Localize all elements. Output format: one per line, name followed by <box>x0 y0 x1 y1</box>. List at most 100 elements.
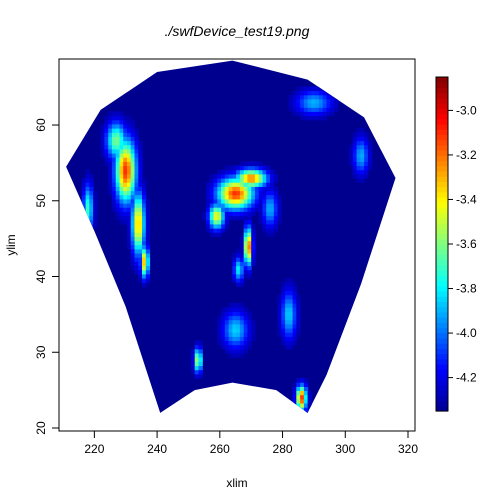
heatmap-cell <box>232 215 237 221</box>
heatmap-cell <box>142 215 147 221</box>
heatmap-cell <box>292 286 297 292</box>
heatmap-cell <box>228 344 233 350</box>
heatmap-cell <box>108 157 113 162</box>
heatmap-cell <box>209 219 215 225</box>
heatmap-cell <box>228 178 233 183</box>
heatmap-cell <box>194 340 199 346</box>
heatmap-cell <box>311 115 316 121</box>
heatmap-cell <box>239 328 245 333</box>
heatmap-cell <box>85 219 90 225</box>
heatmap-cell <box>134 257 139 262</box>
heatmap-cell <box>221 307 226 312</box>
heatmap-cell <box>296 98 301 104</box>
heatmap-cell <box>296 323 301 329</box>
heatmap-cell <box>89 190 94 196</box>
colorbar-swatch <box>436 290 448 297</box>
heatmap-cell <box>228 307 233 312</box>
heatmap-cell <box>206 215 211 221</box>
heatmap-cell <box>115 169 120 175</box>
heatmap-cell <box>352 153 358 158</box>
heatmap-cell <box>194 353 199 358</box>
heatmap-cell <box>81 198 87 204</box>
heatmap-cell <box>224 315 230 321</box>
heatmap-cell <box>243 211 248 217</box>
heatmap-cell <box>254 178 260 183</box>
heatmap-cell <box>224 344 230 350</box>
heatmap-cell <box>307 115 312 121</box>
heatmap-cell <box>360 169 365 175</box>
heatmap-cell <box>119 190 124 196</box>
heatmap-cell <box>296 386 301 391</box>
heatmap-cell <box>239 215 245 221</box>
heatmap-cell <box>303 382 309 387</box>
heatmap-cell <box>356 165 361 171</box>
heatmap-cell <box>247 236 252 242</box>
heatmap-cell <box>142 282 147 287</box>
heatmap-cell <box>251 190 256 196</box>
colorbar-swatch <box>436 108 448 115</box>
heatmap-cell <box>217 169 222 175</box>
heatmap-cell <box>243 165 248 171</box>
heatmap-cell <box>127 123 132 129</box>
heatmap-cell <box>251 328 256 333</box>
heatmap-cell <box>81 228 87 233</box>
heatmap-cells <box>66 60 396 413</box>
heatmap-cell <box>288 298 294 304</box>
heatmap-cell <box>296 103 301 108</box>
heatmap-cell <box>232 328 237 333</box>
heatmap-cell <box>228 340 233 346</box>
heatmap-cell <box>209 203 215 208</box>
heatmap-cell <box>254 207 260 212</box>
heatmap-cell <box>356 153 361 158</box>
heatmap-cell <box>209 215 215 221</box>
heatmap-cell <box>311 98 316 104</box>
colorbar-swatch <box>436 317 448 323</box>
heatmap-cell <box>349 161 354 167</box>
heatmap-cell <box>142 240 147 246</box>
heatmap-cell <box>213 228 218 233</box>
heatmap-cell <box>243 198 248 204</box>
heatmap-cell <box>292 398 297 404</box>
heatmap-cell <box>123 115 128 121</box>
heatmap-cell <box>300 94 305 100</box>
heatmap-cell <box>239 244 245 250</box>
heatmap-cell <box>243 253 248 258</box>
heatmap-cell <box>300 103 305 108</box>
heatmap-cell <box>288 307 294 312</box>
heatmap-cell <box>134 148 139 154</box>
heatmap-cell <box>130 136 135 142</box>
heatmap-cell <box>228 207 233 212</box>
heatmap-cell <box>127 132 132 137</box>
heatmap-cell <box>224 328 230 333</box>
heatmap-cell <box>111 157 117 162</box>
heatmap-cell <box>127 178 132 183</box>
heatmap-cell <box>217 182 222 187</box>
heatmap-cell <box>142 190 147 196</box>
heatmap-cell <box>217 228 222 233</box>
heatmap-cell <box>296 390 301 396</box>
heatmap-cell <box>123 178 128 183</box>
heatmap-cell <box>145 232 151 237</box>
heatmap-cell <box>285 319 290 325</box>
colorbar-tick-label: -3.0 <box>456 103 477 117</box>
colorbar-swatch <box>436 123 448 130</box>
heatmap-cell <box>115 123 120 129</box>
heatmap-cell <box>134 136 139 142</box>
heatmap-cell <box>288 323 294 329</box>
heatmap-cell <box>356 169 361 175</box>
heatmap-cell <box>89 178 94 183</box>
heatmap-cell <box>236 319 241 325</box>
heatmap-cell <box>209 232 215 237</box>
heatmap-cell <box>239 257 245 262</box>
y-tick-label: 20 <box>34 421 48 435</box>
heatmap-cell <box>228 165 233 171</box>
heatmap-cell <box>213 190 218 196</box>
heatmap-cell <box>145 278 151 283</box>
heatmap-cell <box>258 173 263 179</box>
heatmap-cell <box>285 290 290 296</box>
heatmap-cell <box>130 165 135 171</box>
heatmap-cell <box>281 290 286 296</box>
heatmap-cell <box>119 140 124 146</box>
heatmap-cell <box>303 94 309 100</box>
heatmap-cell <box>119 148 124 154</box>
